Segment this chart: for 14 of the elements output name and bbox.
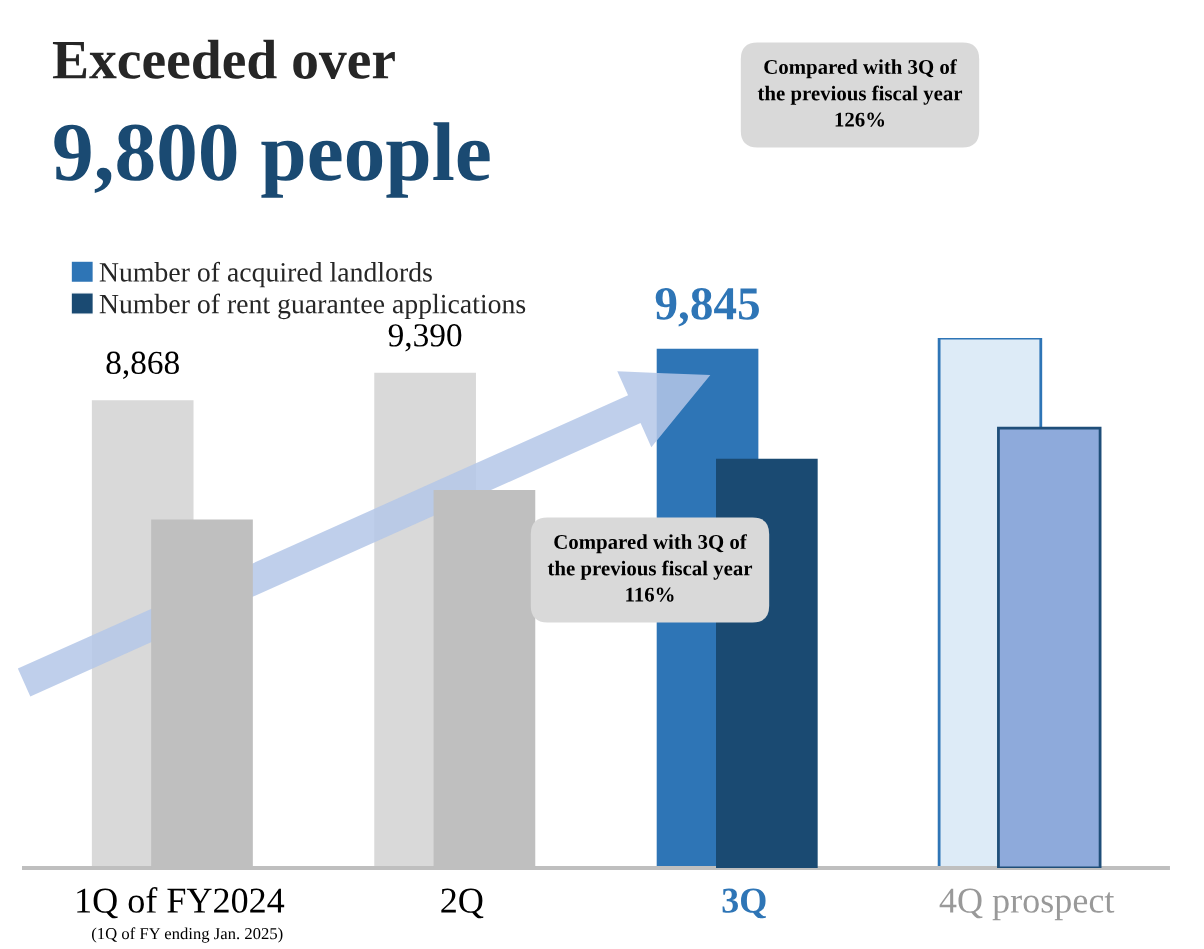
legend-label: Number of acquired landlords (99, 261, 432, 288)
chart-subtitle: 9,800 people (54, 122, 490, 198)
text: Compared with 3Q of the previous fiscal year 126% (757, 59, 963, 127)
x-tick-label: 4Q prospect (939, 888, 1115, 921)
data-label: 8,868 (106, 351, 179, 379)
data-label: 9,845 (655, 287, 759, 327)
legend-label: Number of rent guarantee applications (99, 293, 526, 320)
x-tick-label: 2Q (441, 888, 484, 919)
x-tick-label: 1Q of FY2024 (77, 887, 285, 919)
data-label: 9,390 (388, 324, 462, 352)
chart-title: Exceeded over (52, 39, 395, 79)
text: (1Q of FY ending Jan. 2025) (92, 927, 283, 943)
x-tick-label: 3Q (722, 888, 766, 919)
annotation: Compared with 3Q of the previous fiscal year 116% (547, 534, 753, 602)
